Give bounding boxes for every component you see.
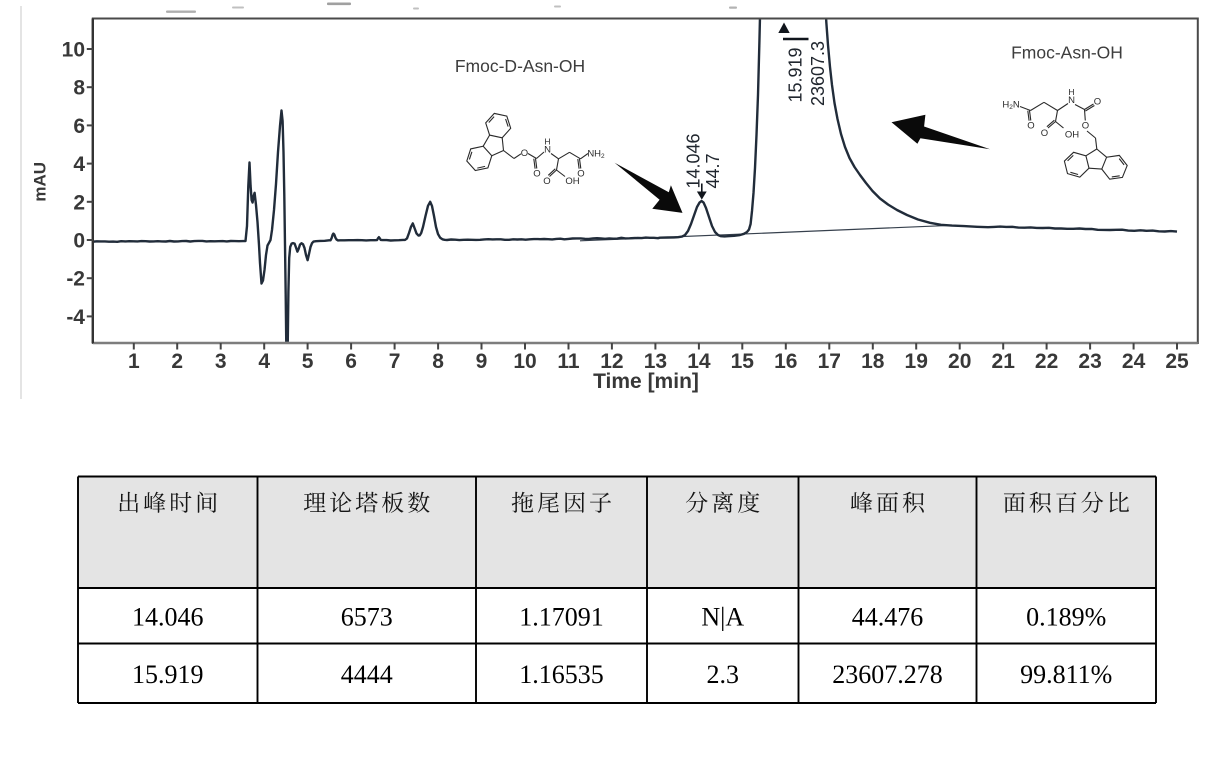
svg-text:10: 10	[62, 39, 85, 62]
svg-text:15: 15	[731, 350, 755, 373]
svg-text:O: O	[1094, 97, 1101, 108]
svg-text:1: 1	[128, 350, 140, 373]
svg-text:H: H	[544, 137, 550, 147]
svg-text:O: O	[543, 176, 550, 187]
svg-text:8: 8	[432, 350, 444, 373]
svg-text:O: O	[521, 148, 528, 159]
svg-text:4: 4	[73, 153, 85, 176]
svg-text:99.811%: 99.811%	[1020, 660, 1112, 689]
svg-text:Fmoc-D-Asn-OH: Fmoc-D-Asn-OH	[455, 56, 585, 76]
svg-text:20: 20	[948, 350, 971, 373]
svg-text:10: 10	[513, 350, 536, 373]
svg-text:N: N	[1068, 95, 1075, 106]
svg-text:0.189%: 0.189%	[1026, 603, 1106, 632]
svg-text:2: 2	[171, 350, 183, 373]
svg-text:O: O	[1082, 121, 1089, 132]
svg-text:11: 11	[557, 350, 580, 373]
svg-text:23607.3: 23607.3	[808, 41, 828, 106]
svg-text:21: 21	[992, 350, 1016, 373]
svg-text:14.046: 14.046	[132, 603, 204, 632]
svg-text:3: 3	[215, 350, 227, 373]
svg-text:6: 6	[73, 115, 85, 138]
svg-text:12: 12	[600, 350, 623, 373]
svg-text:14: 14	[687, 350, 711, 373]
svg-text:mAU: mAU	[31, 162, 50, 202]
svg-text:O: O	[533, 169, 540, 180]
svg-text:4444: 4444	[341, 660, 393, 689]
svg-text:1.17091: 1.17091	[519, 603, 604, 632]
svg-text:19: 19	[905, 350, 928, 373]
svg-text:N: N	[544, 145, 551, 156]
svg-text:NH2: NH2	[587, 149, 605, 161]
svg-text:9: 9	[476, 350, 488, 373]
svg-text:-2: -2	[66, 268, 85, 291]
svg-text:7: 7	[389, 350, 401, 373]
svg-text:OH: OH	[1065, 130, 1079, 141]
svg-text:H2N: H2N	[1002, 100, 1020, 112]
svg-text:-4: -4	[66, 306, 85, 329]
svg-text:44.7: 44.7	[703, 153, 723, 188]
svg-text:23: 23	[1078, 350, 1101, 373]
svg-text:4: 4	[258, 350, 270, 373]
svg-text:16: 16	[774, 350, 797, 373]
svg-text:OH: OH	[565, 176, 579, 187]
svg-text:15.919: 15.919	[786, 47, 806, 102]
svg-text:18: 18	[861, 350, 885, 373]
svg-text:Time [min]: Time [min]	[593, 370, 699, 393]
svg-text:24: 24	[1122, 350, 1146, 373]
svg-text:O: O	[577, 169, 584, 180]
svg-text:O: O	[1027, 121, 1034, 132]
svg-text:6: 6	[345, 350, 357, 373]
svg-text:6573: 6573	[341, 603, 393, 632]
svg-text:8: 8	[73, 77, 85, 100]
svg-text:17: 17	[818, 350, 841, 373]
svg-text:13: 13	[644, 350, 667, 373]
svg-text:H: H	[1068, 87, 1074, 97]
svg-text:14.046: 14.046	[684, 133, 704, 188]
svg-text:44.476: 44.476	[852, 603, 924, 632]
svg-text:O: O	[1041, 128, 1048, 139]
svg-text:2.3: 2.3	[707, 660, 740, 689]
svg-text:22: 22	[1035, 350, 1058, 373]
svg-text:2: 2	[73, 191, 85, 214]
svg-text:15.919: 15.919	[132, 660, 204, 689]
svg-text:0: 0	[73, 230, 85, 253]
svg-text:N|A: N|A	[701, 603, 744, 632]
svg-text:Fmoc-Asn-OH: Fmoc-Asn-OH	[1011, 43, 1123, 63]
svg-text:1.16535: 1.16535	[519, 660, 604, 689]
svg-text:25: 25	[1165, 350, 1189, 373]
svg-text:5: 5	[302, 350, 314, 373]
svg-text:23607.278: 23607.278	[832, 660, 943, 689]
